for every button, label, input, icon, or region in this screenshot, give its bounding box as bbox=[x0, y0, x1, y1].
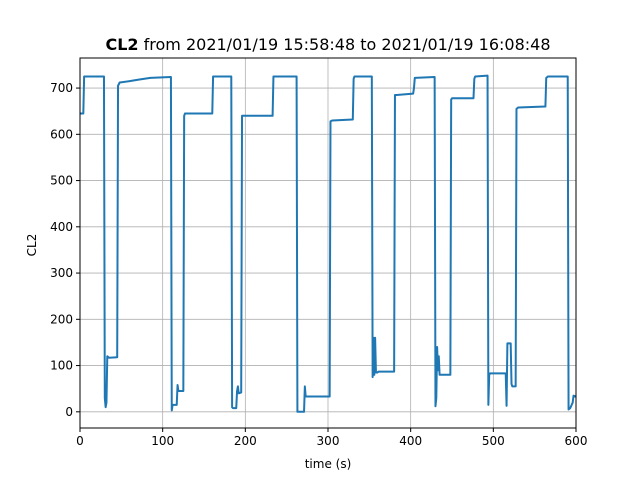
y-axis-label: CL2 bbox=[25, 234, 39, 257]
ticks: 0 100 200 300 400 500 600 0 100 200 300 400 500 600 70… bbox=[50, 81, 587, 448]
y-tick-label: 200 bbox=[50, 312, 73, 326]
x-tick-label: 200 bbox=[234, 434, 257, 448]
y-tick-label: 300 bbox=[50, 266, 73, 280]
x-tick-label: 600 bbox=[565, 434, 588, 448]
y-tick-label: 700 bbox=[50, 81, 73, 95]
y-tick-label: 600 bbox=[50, 127, 73, 141]
chart-title-rest: from 2021/01/19 15:58:48 to 2021/01/19 1… bbox=[139, 35, 551, 54]
x-axis-label: time (s) bbox=[305, 457, 352, 471]
x-tick-label: 100 bbox=[151, 434, 174, 448]
chart-title: CL2 from 2021/01/19 15:58:48 to 2021/01/… bbox=[105, 35, 550, 54]
y-tick-label: 400 bbox=[50, 220, 73, 234]
x-tick-label: 300 bbox=[317, 434, 340, 448]
y-tick-label: 100 bbox=[50, 359, 73, 373]
x-tick-label: 0 bbox=[76, 434, 84, 448]
series-line bbox=[80, 74, 577, 413]
plot-area bbox=[80, 74, 577, 413]
y-tick-label: 500 bbox=[50, 174, 73, 188]
chart-title-bold: CL2 bbox=[105, 35, 138, 54]
grid-lines bbox=[80, 58, 576, 428]
y-tick-label: 0 bbox=[65, 405, 73, 419]
x-tick-label: 500 bbox=[482, 434, 505, 448]
x-tick-label: 400 bbox=[399, 434, 422, 448]
